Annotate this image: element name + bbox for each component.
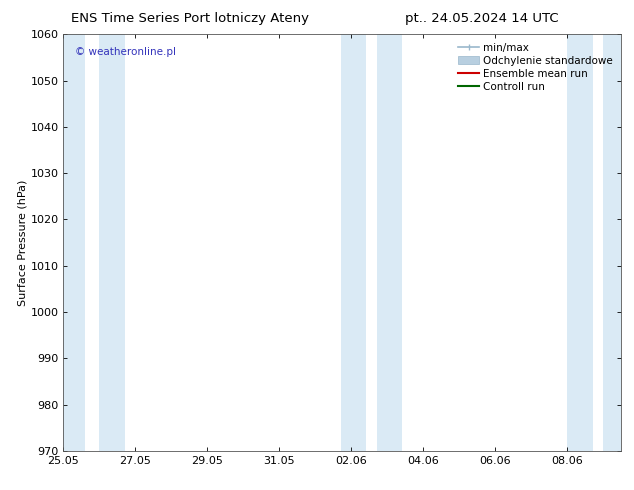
Bar [340, 34, 366, 451]
Bar [567, 34, 593, 451]
Bar [63, 34, 85, 451]
Legend: min/max, Odchylenie standardowe, Ensemble mean run, Controll run: min/max, Odchylenie standardowe, Ensembl… [455, 40, 616, 95]
Bar [100, 34, 125, 451]
Text: ENS Time Series Port lotniczy Ateny: ENS Time Series Port lotniczy Ateny [71, 12, 309, 25]
Bar [604, 34, 621, 451]
Bar [377, 34, 402, 451]
Y-axis label: Surface Pressure (hPa): Surface Pressure (hPa) [18, 179, 28, 306]
Text: © weatheronline.pl: © weatheronline.pl [75, 47, 176, 57]
Text: pt.. 24.05.2024 14 UTC: pt.. 24.05.2024 14 UTC [405, 12, 559, 25]
